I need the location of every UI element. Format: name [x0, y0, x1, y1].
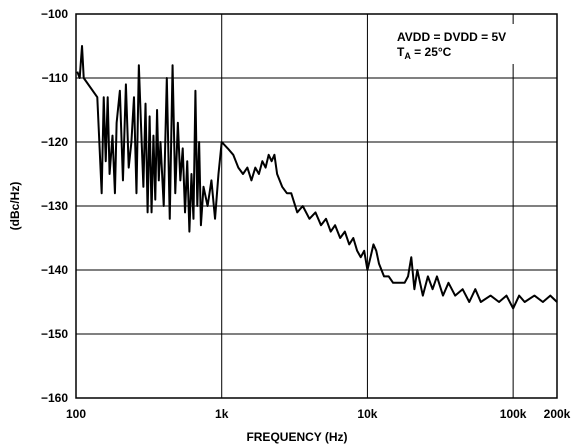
annotation-part: T [397, 45, 405, 59]
annotation-subscript: A [404, 51, 411, 61]
y-tick-label: −130 [41, 199, 68, 213]
y-tick-label: −120 [41, 135, 68, 149]
annotation-part: = 25°C [411, 45, 452, 59]
annotation: AVDD = DVDD = 5V [397, 30, 506, 44]
x-tick-label: 1k [215, 407, 229, 421]
x-axis-label: FREQUENCY (Hz) [246, 430, 347, 444]
x-tick-label: 100k [500, 407, 527, 421]
y-tick-label: −100 [41, 7, 68, 21]
y-tick-label: −150 [41, 327, 68, 341]
plot-frame [75, 13, 558, 399]
y-tick-label: −140 [41, 263, 68, 277]
x-tick-label: 200k [544, 407, 571, 421]
data-line [76, 45, 558, 310]
x-tick-label: 10k [357, 407, 377, 421]
y-tick-label: −160 [41, 391, 68, 405]
y-axis-label: (dBc/Hz) [8, 182, 22, 231]
annotation-box [393, 24, 553, 64]
annotation: TA = 25°C [397, 45, 452, 61]
y-tick-label: −110 [42, 71, 69, 85]
x-tick-label: 100 [66, 407, 86, 421]
